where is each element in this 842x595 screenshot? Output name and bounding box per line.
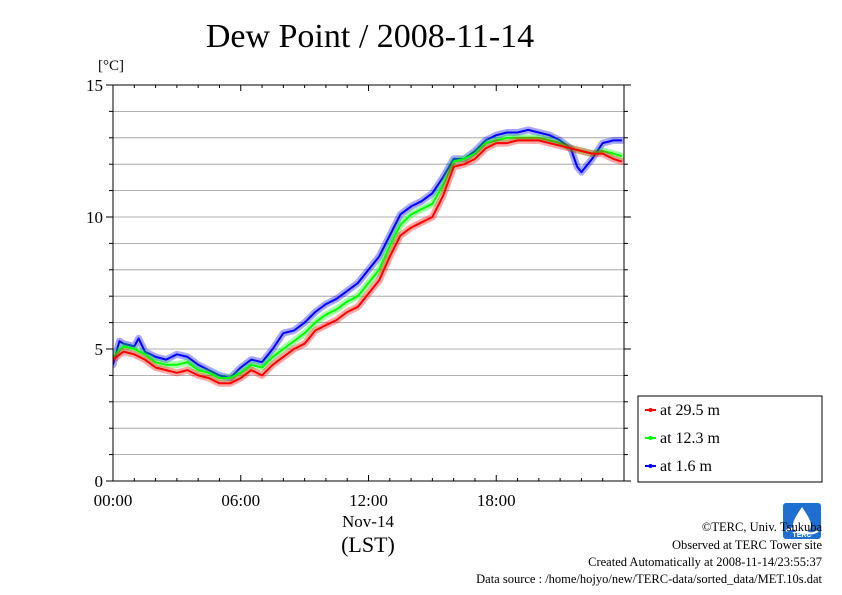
- series-line: [113, 136, 623, 379]
- y-tick-label: 5: [95, 340, 104, 359]
- legend-marker: [648, 408, 653, 412]
- y-tick-label: 10: [86, 208, 103, 227]
- x-axis-date-label: Nov-14: [342, 512, 394, 531]
- series-line: [113, 139, 623, 385]
- water-drop-icon: [793, 507, 811, 534]
- terc-logo: TERC: [783, 503, 821, 539]
- x-tick-label: 12:00: [349, 491, 388, 510]
- series-band: [113, 136, 624, 387]
- legend-label: at 12.3 m: [660, 430, 721, 447]
- created-text: Created Automatically at 2008-11-14/23:5…: [588, 555, 822, 569]
- legend-label: at 29.5 m: [660, 402, 721, 419]
- copyright-text: ©TERC, Univ. Tsukuba: [702, 520, 823, 534]
- x-tick-label: 18:00: [477, 491, 516, 510]
- y-tick-label: 0: [95, 472, 104, 491]
- axis-ticks: 0 5 10 15 00:00 06:00 12:00 18:00: [86, 76, 631, 510]
- logo-text: TERC: [792, 532, 811, 539]
- x-tick-label: 00:00: [94, 491, 133, 510]
- series-layer: [113, 126, 624, 387]
- series-band: [113, 126, 624, 382]
- legend-label: at 1.6 m: [660, 458, 713, 475]
- legend-marker: [648, 464, 653, 468]
- legend-box: [637, 395, 823, 483]
- series-band: [113, 134, 624, 382]
- chart-title: Dew Point / 2008-11-14: [206, 18, 534, 55]
- legend-marker: [648, 436, 653, 440]
- legend: at 29.5 m at 12.3 m at 1.6 m: [637, 395, 823, 483]
- series-line: [113, 128, 622, 379]
- wave-icon: [785, 527, 819, 535]
- y-tick-label: 15: [86, 76, 103, 95]
- x-axis-unit: (LST): [341, 532, 395, 557]
- source-text: Data source : /home/hojyo/new/TERC-data/…: [476, 572, 822, 586]
- site-text: Observed at TERC Tower site: [672, 538, 822, 552]
- x-tick-label: 06:00: [221, 491, 260, 510]
- y-axis-unit: [°C]: [98, 58, 124, 74]
